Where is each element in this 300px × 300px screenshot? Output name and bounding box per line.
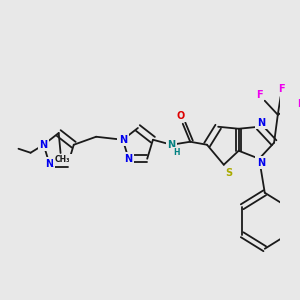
Text: N: N xyxy=(257,158,265,168)
Text: N: N xyxy=(124,154,133,164)
Text: F: F xyxy=(278,84,285,94)
Text: N: N xyxy=(119,135,127,145)
Text: F: F xyxy=(256,90,262,100)
Text: H: H xyxy=(173,148,179,157)
Text: F: F xyxy=(297,99,300,109)
Text: N: N xyxy=(257,118,265,128)
Text: N: N xyxy=(167,140,176,150)
Text: S: S xyxy=(225,168,232,178)
Text: CH₃: CH₃ xyxy=(55,155,70,164)
Text: N: N xyxy=(40,140,48,150)
Text: O: O xyxy=(177,111,185,121)
Text: N: N xyxy=(45,159,53,169)
